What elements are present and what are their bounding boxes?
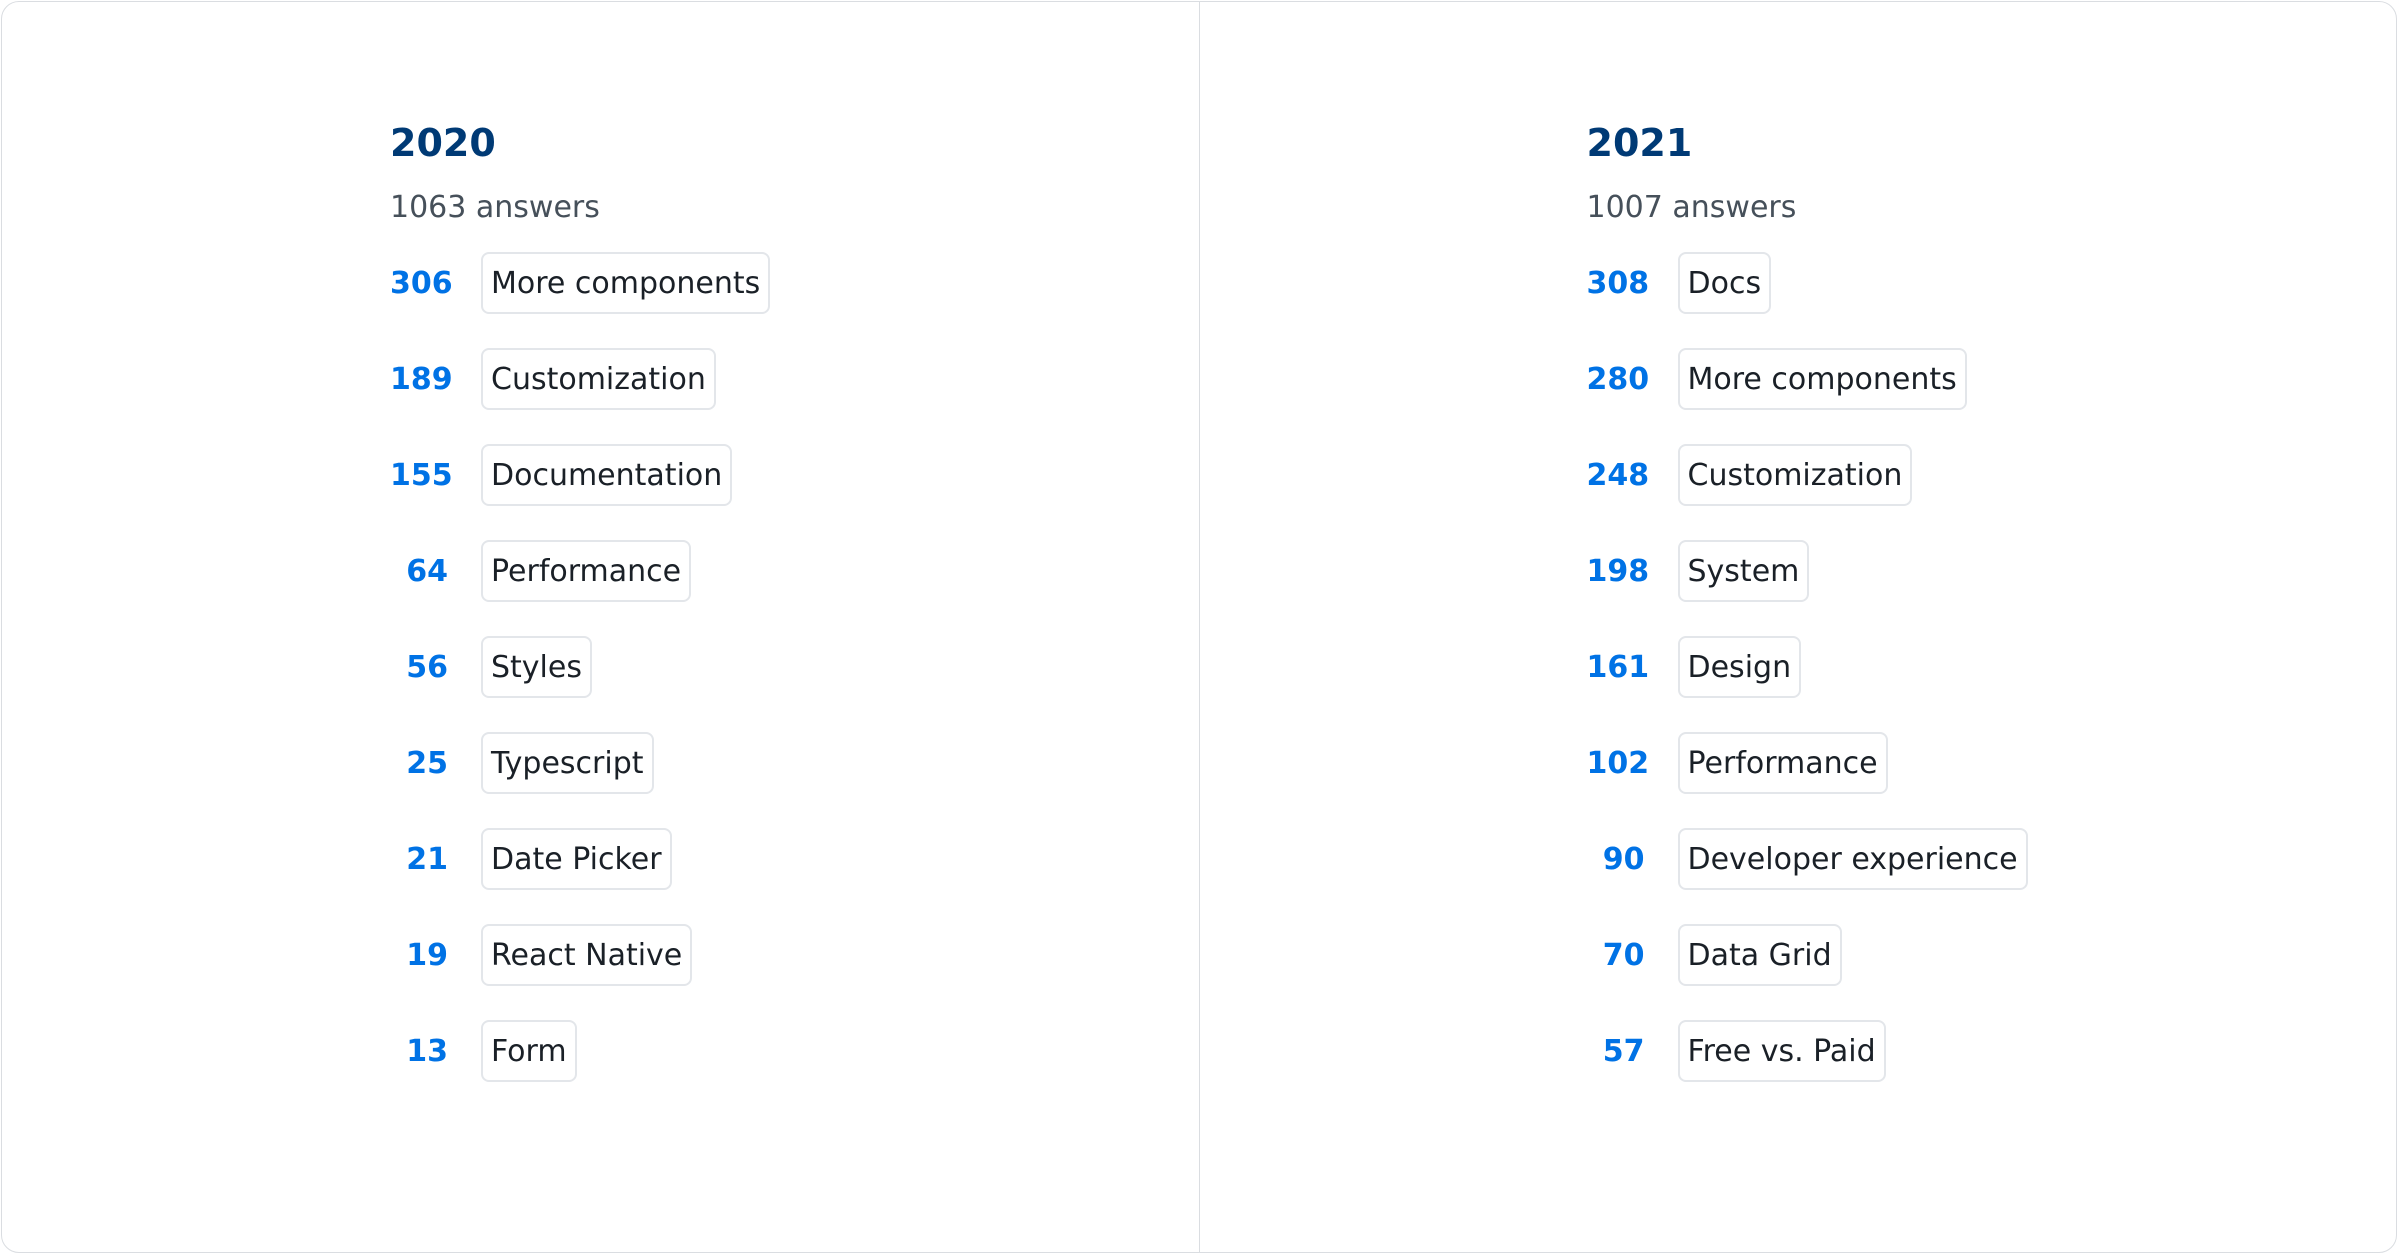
item-count: 102 bbox=[1586, 745, 1650, 781]
list-item: 189 Customization bbox=[390, 348, 770, 410]
item-count: 306 bbox=[390, 265, 453, 301]
answers-count: 1063 answers bbox=[390, 190, 600, 225]
topic-chip: Form bbox=[481, 1020, 577, 1082]
item-count: 19 bbox=[406, 937, 448, 973]
year-column-2020: 2020 1063 answers 306 More components 18… bbox=[2, 2, 1199, 1252]
topic-chip: Date Picker bbox=[481, 828, 672, 890]
list-item: 25 Typescript bbox=[390, 732, 770, 794]
topic-chip: System bbox=[1677, 540, 1810, 602]
topic-chip: React Native bbox=[481, 924, 693, 986]
list-item: 198 System bbox=[1587, 540, 2028, 602]
item-count: 57 bbox=[1602, 1033, 1645, 1069]
item-count: 198 bbox=[1586, 553, 1650, 589]
list-item: 19 React Native bbox=[390, 924, 770, 986]
list-item: 155 Documentation bbox=[390, 444, 770, 506]
year-title: 2020 bbox=[390, 121, 496, 165]
item-count: 25 bbox=[406, 745, 448, 781]
topic-chip: More components bbox=[481, 252, 771, 314]
item-count: 308 bbox=[1586, 265, 1650, 301]
topic-chip: Customization bbox=[1677, 444, 1913, 506]
item-count: 90 bbox=[1602, 841, 1645, 877]
topic-chip: Styles bbox=[481, 636, 592, 698]
item-count: 56 bbox=[406, 649, 448, 685]
list-item: 102 Performance bbox=[1587, 732, 2028, 794]
list-item: 56 Styles bbox=[390, 636, 770, 698]
answers-count: 1007 answers bbox=[1586, 190, 1797, 225]
topic-chip: Typescript bbox=[481, 732, 654, 794]
list-item: 308 Docs bbox=[1587, 252, 2028, 314]
item-count: 21 bbox=[406, 841, 448, 877]
list-item: 280 More components bbox=[1587, 348, 2028, 410]
list-item: 13 Form bbox=[390, 1020, 770, 1082]
topic-chip: Data Grid bbox=[1677, 924, 1842, 986]
item-count: 155 bbox=[390, 457, 453, 493]
year-column-2021: 2021 1007 answers 308 Docs 280 More comp… bbox=[1198, 2, 2397, 1252]
topic-chip: Free vs. Paid bbox=[1677, 1020, 1886, 1082]
item-count: 280 bbox=[1586, 361, 1650, 397]
topic-chip: Docs bbox=[1677, 252, 1772, 314]
topic-chip: Developer experience bbox=[1677, 828, 2028, 890]
list-item: 70 Data Grid bbox=[1587, 924, 2028, 986]
year-title: 2021 bbox=[1586, 121, 1693, 165]
topic-chip: More components bbox=[1677, 348, 1967, 410]
list-item: 21 Date Picker bbox=[390, 828, 770, 890]
topic-chip: Performance bbox=[1677, 732, 1888, 794]
item-count: 189 bbox=[390, 361, 453, 397]
item-count: 70 bbox=[1602, 937, 1645, 973]
topic-chip: Customization bbox=[481, 348, 716, 410]
list-item: 306 More components bbox=[390, 252, 771, 314]
item-count: 248 bbox=[1586, 457, 1650, 493]
item-count: 64 bbox=[406, 553, 448, 589]
list-item: 64 Performance bbox=[390, 540, 770, 602]
list-item: 248 Customization bbox=[1587, 444, 2028, 506]
list-item: 90 Developer experience bbox=[1587, 828, 2028, 890]
list-item: 161 Design bbox=[1587, 636, 2028, 698]
item-count: 13 bbox=[406, 1033, 448, 1069]
topic-chip: Design bbox=[1677, 636, 1802, 698]
topic-chip: Performance bbox=[481, 540, 692, 602]
topic-chip: Documentation bbox=[481, 444, 733, 506]
list-item: 57 Free vs. Paid bbox=[1587, 1020, 2028, 1082]
item-count: 161 bbox=[1586, 649, 1650, 685]
